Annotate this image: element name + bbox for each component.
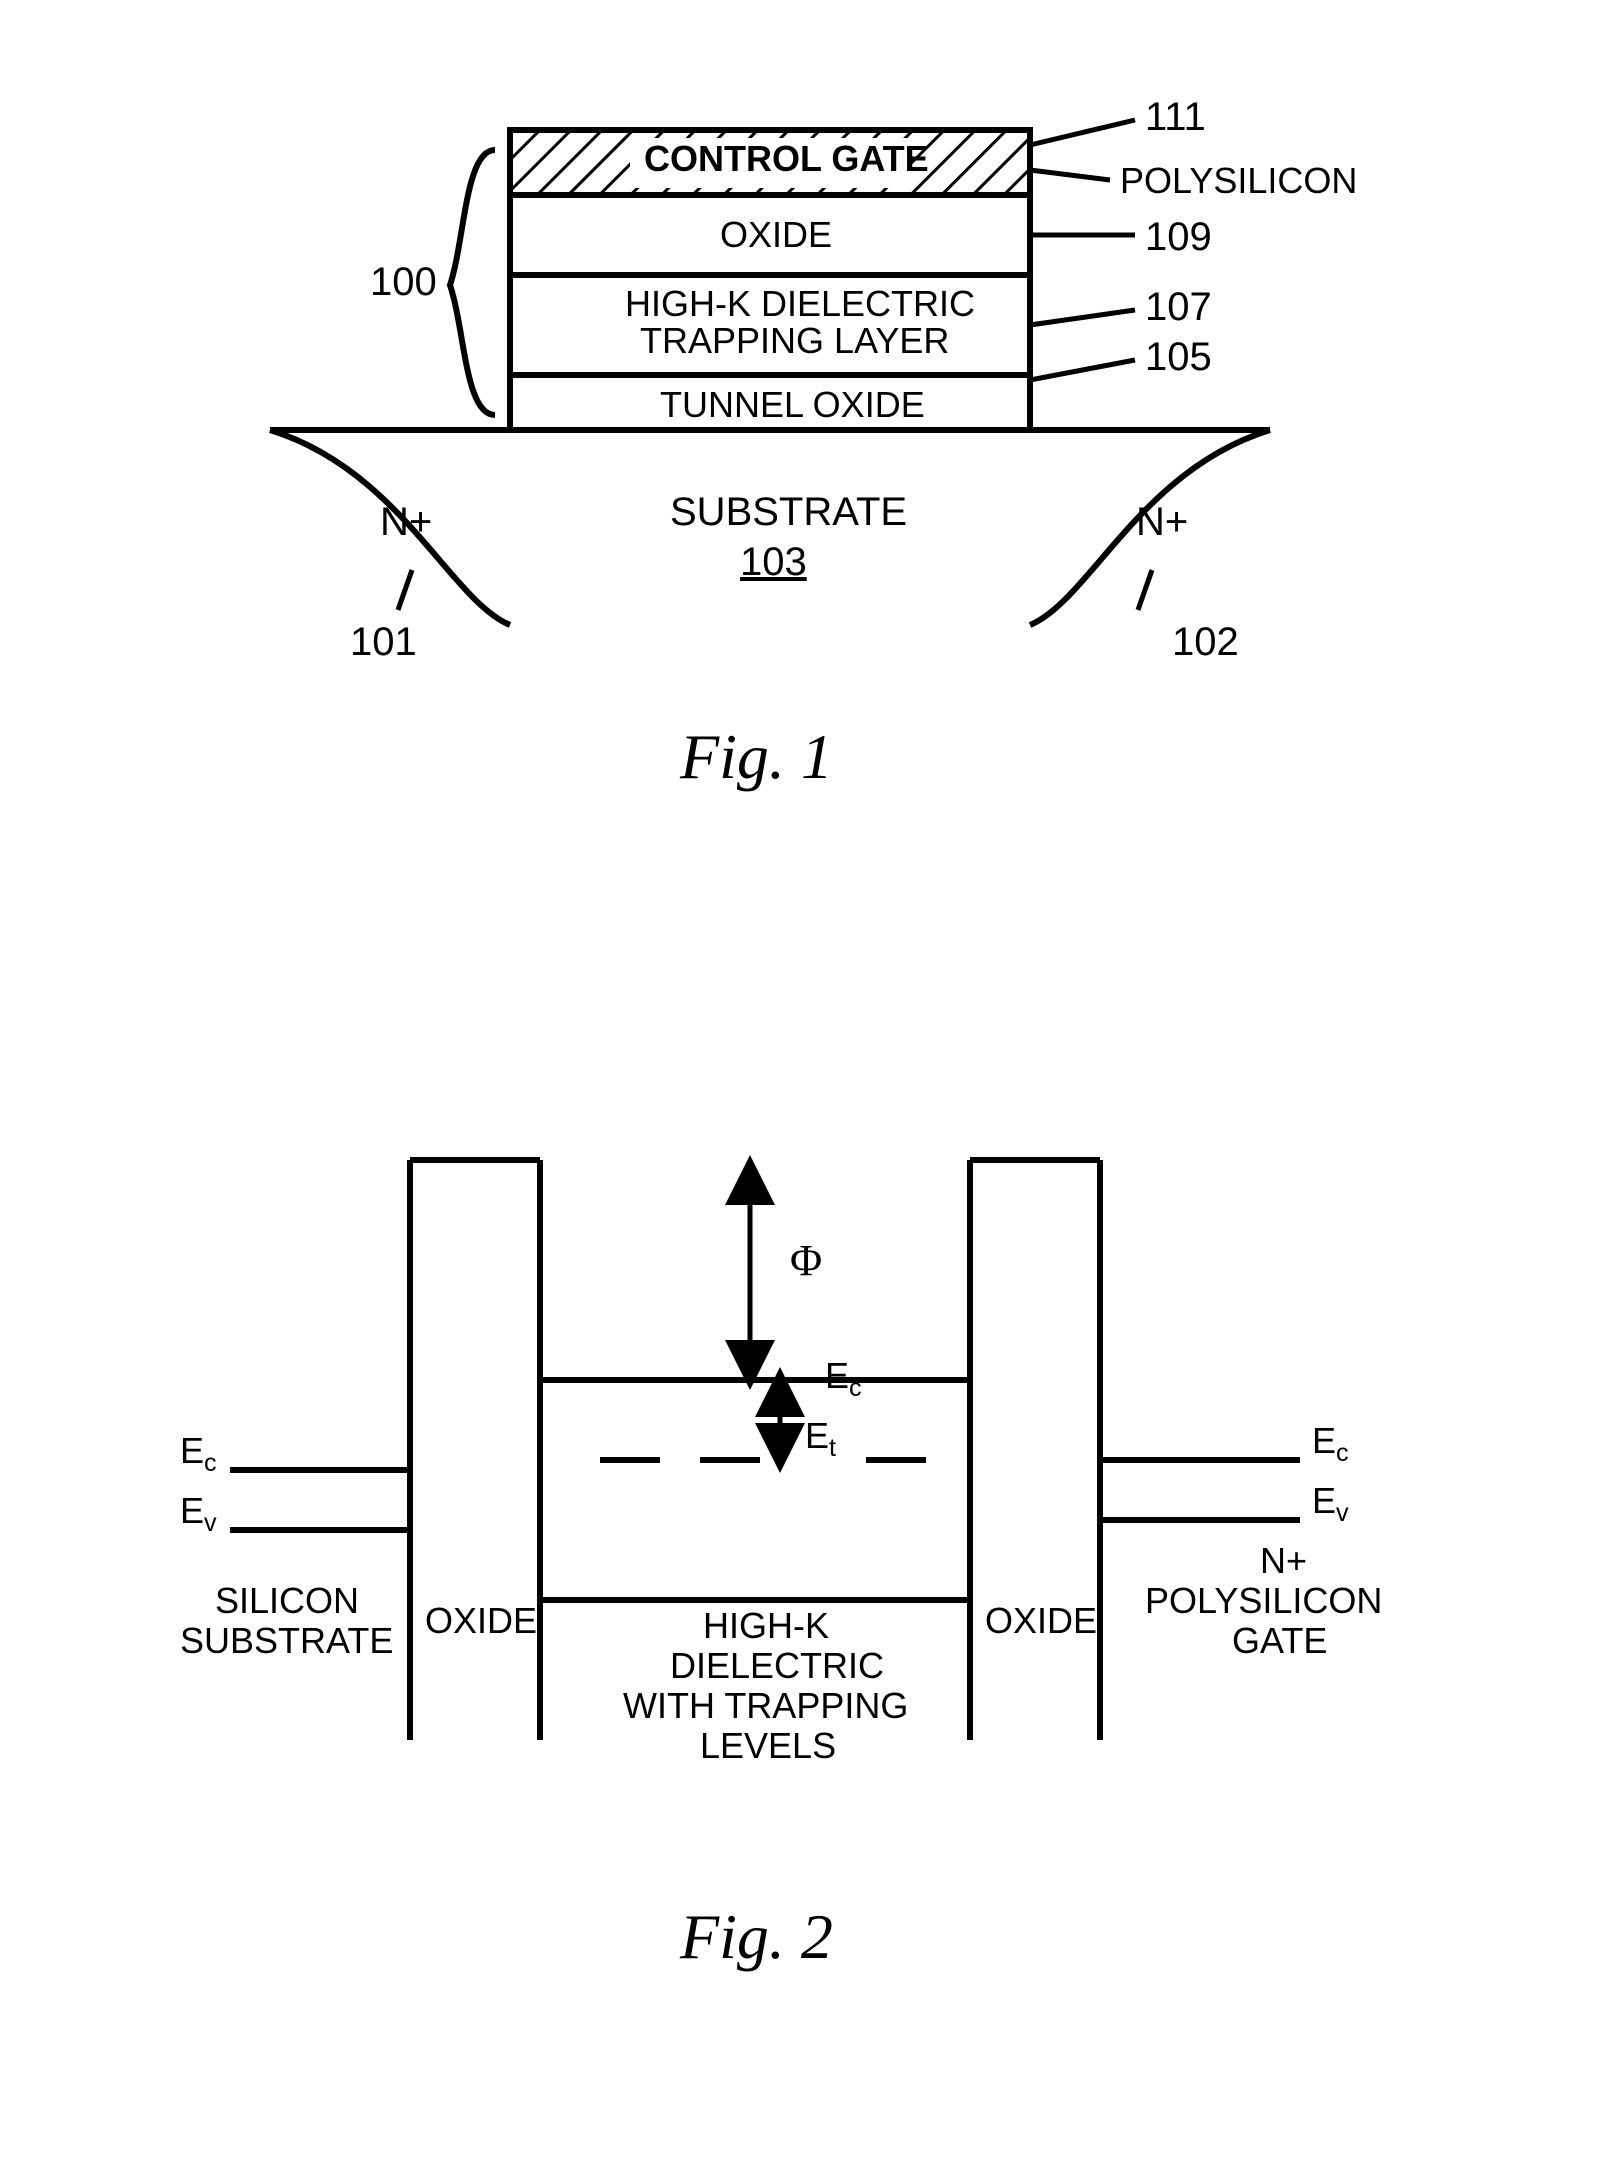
fig2-silicon-l1: SILICON	[215, 1580, 359, 1622]
fig1-nplus-right: N+	[1136, 500, 1188, 545]
fig2-center-l3: WITH TRAPPING	[623, 1685, 908, 1727]
fig2-center-l1: HIGH-K	[703, 1605, 829, 1647]
fig2-phi: Φ	[790, 1235, 822, 1286]
fig1-ref-102: 102	[1172, 620, 1239, 665]
fig2-center-l4: LEVELS	[700, 1725, 836, 1767]
fig1-ref-105: 105	[1145, 335, 1212, 380]
fig2-poly-l2: GATE	[1232, 1620, 1327, 1662]
fig2-et: Et	[805, 1415, 836, 1463]
fig1-control-gate-label: CONTROL GATE	[644, 138, 929, 180]
fig1-ref-100: 100	[370, 260, 437, 305]
fig2-ec-right: Ec	[1312, 1420, 1349, 1468]
fig2-poly-l1: POLYSILICON	[1145, 1580, 1382, 1622]
fig2-diagram	[100, 1100, 1500, 1900]
fig2-oxide-right: OXIDE	[985, 1600, 1097, 1642]
fig1-caption: Fig. 1	[680, 720, 833, 794]
fig2-silicon-l2: SUBSTRATE	[180, 1620, 393, 1662]
fig1-polysilicon-label: POLYSILICON	[1120, 160, 1357, 202]
fig1-nplus-left: N+	[380, 500, 432, 545]
fig2-caption: Fig. 2	[680, 1900, 833, 1974]
fig1-substrate-label: SUBSTRATE	[670, 490, 907, 535]
fig1-dielectric-label-2: TRAPPING LAYER	[640, 320, 949, 362]
fig2-oxide-left: OXIDE	[425, 1600, 537, 1642]
fig2-ev-left: Ev	[180, 1490, 217, 1538]
fig1-ref-101: 101	[350, 620, 417, 665]
fig2-ec-center: Ec	[825, 1355, 862, 1403]
fig1-ref-109: 109	[1145, 215, 1212, 260]
fig1-oxide-label: OXIDE	[720, 214, 832, 256]
fig2-ev-right: Ev	[1312, 1480, 1349, 1528]
fig2-center-l2: DIELECTRIC	[670, 1645, 884, 1687]
fig2-nplus: N+	[1260, 1540, 1307, 1582]
fig1-dielectric-label-1: HIGH-K DIELECTRIC	[625, 283, 975, 325]
fig1-ref-107: 107	[1145, 285, 1212, 330]
fig2-ec-left: Ec	[180, 1430, 217, 1478]
fig1-substrate-ref: 103	[740, 540, 807, 585]
fig1-ref-111: 111	[1145, 95, 1206, 140]
fig1-tunnel-oxide-label: TUNNEL OXIDE	[660, 384, 925, 426]
